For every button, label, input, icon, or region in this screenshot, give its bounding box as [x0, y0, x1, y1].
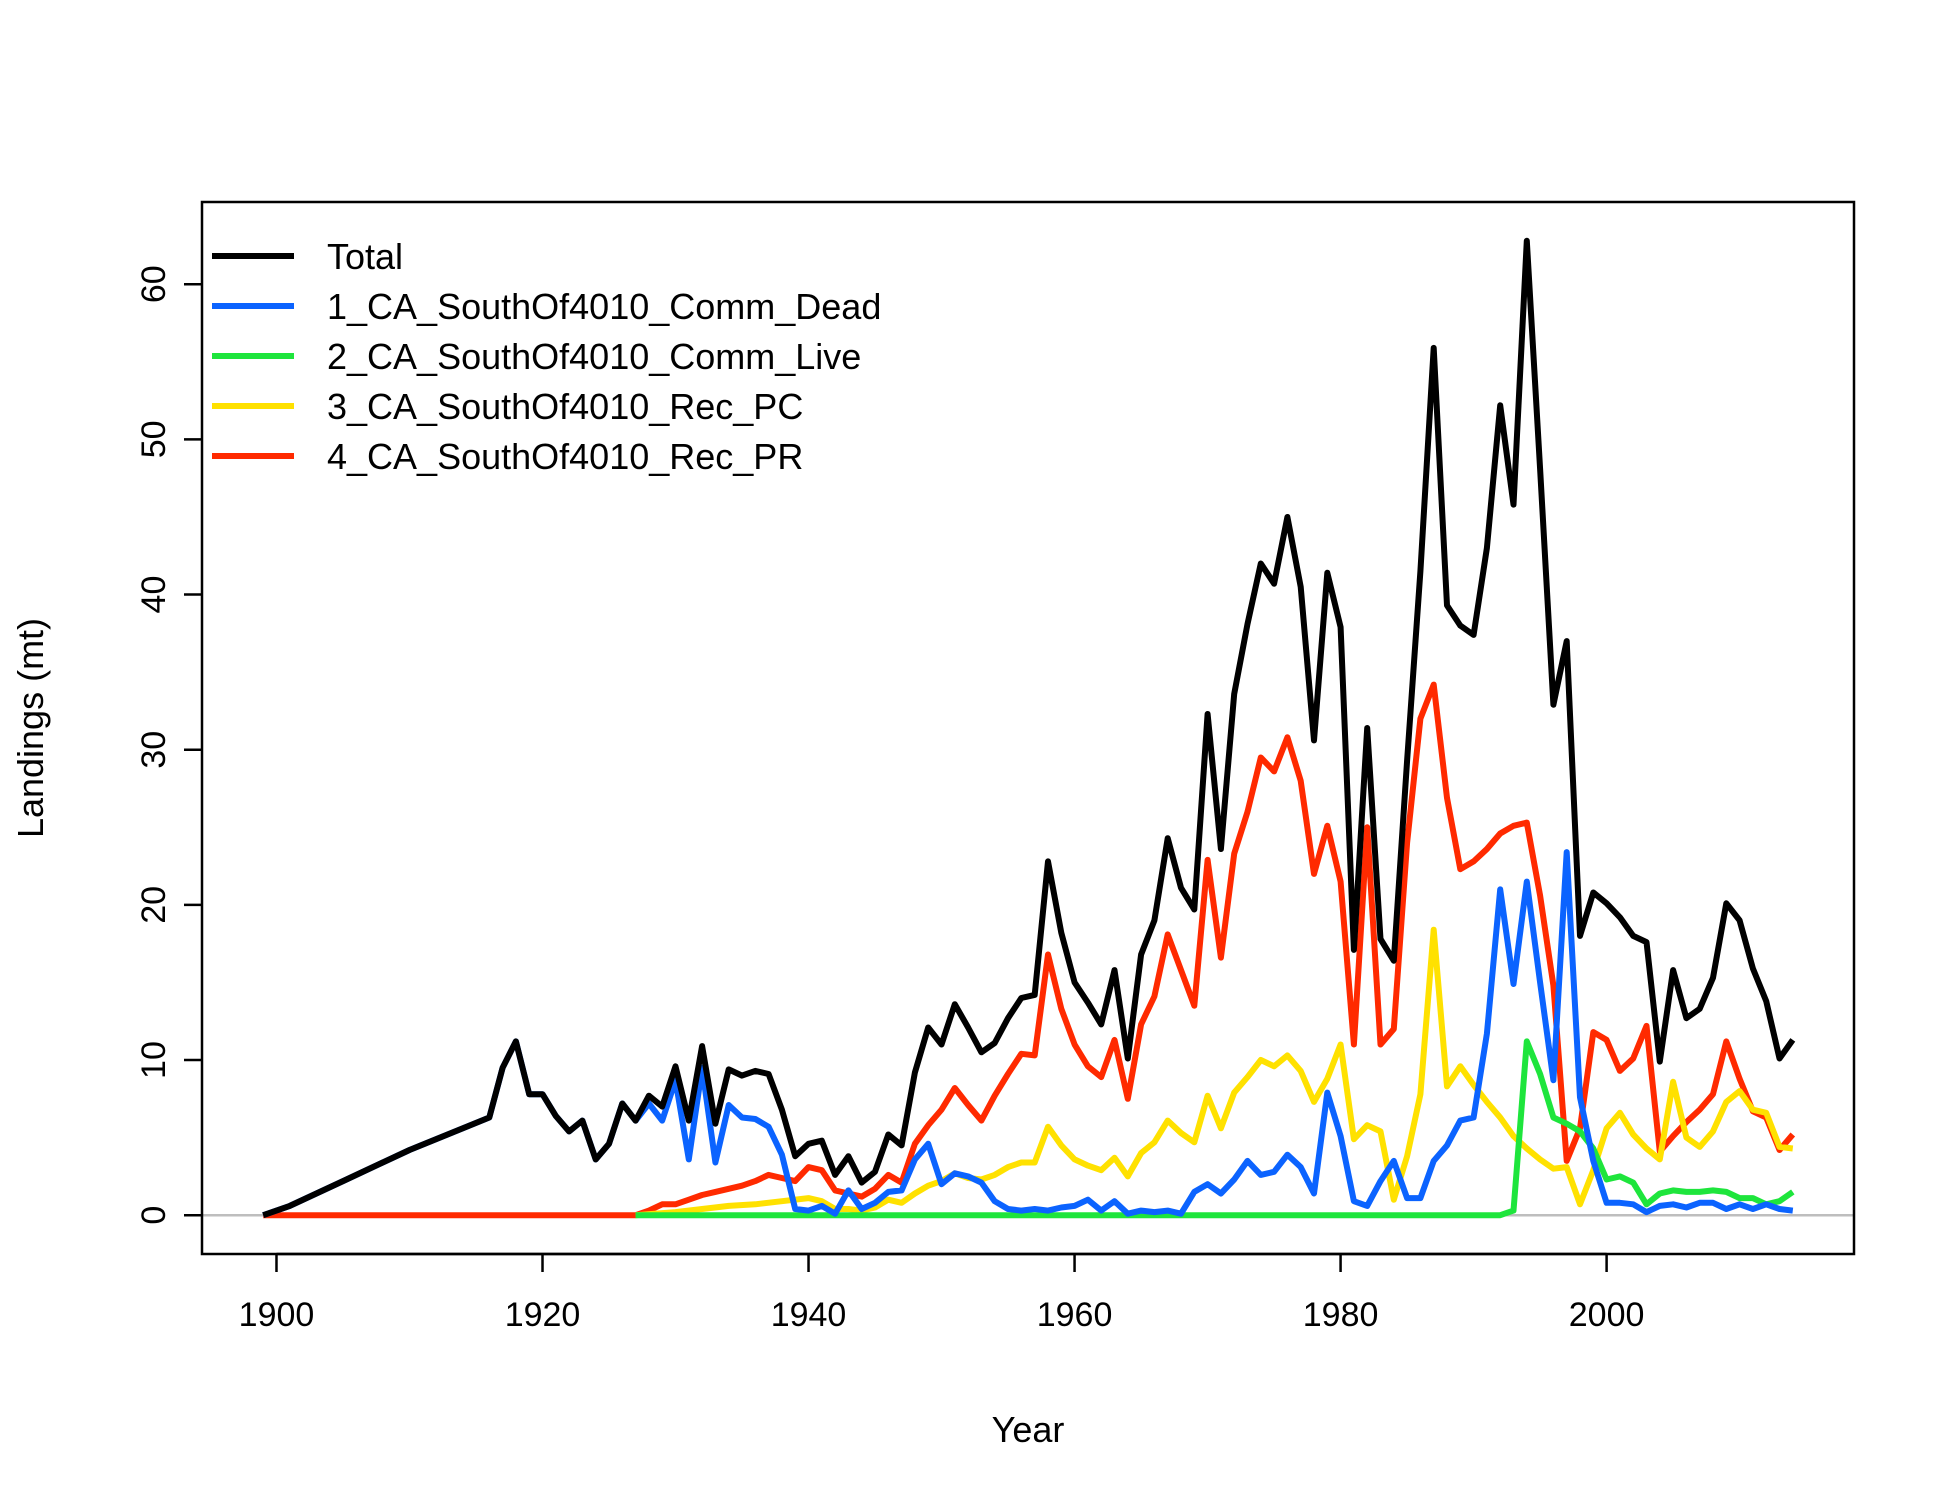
series-line-4: [263, 681, 1796, 1219]
axes: 1900 1920 1940 1960 1980 2000 0 10 20 30 40 50 60: [135, 265, 1644, 1334]
x-tick-label: 1900: [239, 1296, 315, 1334]
y-tick-label: 40: [135, 576, 173, 614]
x-tick-label: 1960: [1037, 1296, 1113, 1334]
legend-label-2: 2_CA_SouthOf4010_Comm_Live: [327, 336, 861, 377]
series-line-1: [262, 849, 1794, 1219]
y-tick-label: 50: [135, 420, 173, 458]
x-tick-label: 1980: [1303, 1296, 1379, 1334]
y-tick-label: 60: [135, 265, 173, 303]
x-tick-label: 1920: [505, 1296, 581, 1334]
x-tick-label: 2000: [1569, 1296, 1645, 1334]
legend-label-1: 1_CA_SouthOf4010_Comm_Dead: [327, 286, 881, 327]
x-tick-label: 1940: [771, 1296, 847, 1334]
legend-label-4: 4_CA_SouthOf4010_Rec_PR: [327, 436, 803, 477]
y-axis-title: Landings (mt): [10, 618, 51, 838]
y-tick-label: 30: [135, 731, 173, 769]
series-line-2: [635, 1038, 1795, 1219]
legend-label-0: Total: [327, 236, 403, 277]
legend-label-3: 3_CA_SouthOf4010_Rec_PC: [327, 386, 803, 427]
y-tick-label: 0: [135, 1206, 173, 1225]
legend: Total 1_CA_SouthOf4010_Comm_Dead 2_CA_Sout…: [212, 236, 881, 477]
y-tick-label: 20: [135, 886, 173, 924]
y-tick-label: 10: [135, 1041, 173, 1079]
x-axis-title: Year: [992, 1409, 1065, 1450]
series-line-0: [262, 237, 1796, 1219]
series-layer: [262, 237, 1796, 1219]
series-line-3: [635, 926, 1794, 1219]
